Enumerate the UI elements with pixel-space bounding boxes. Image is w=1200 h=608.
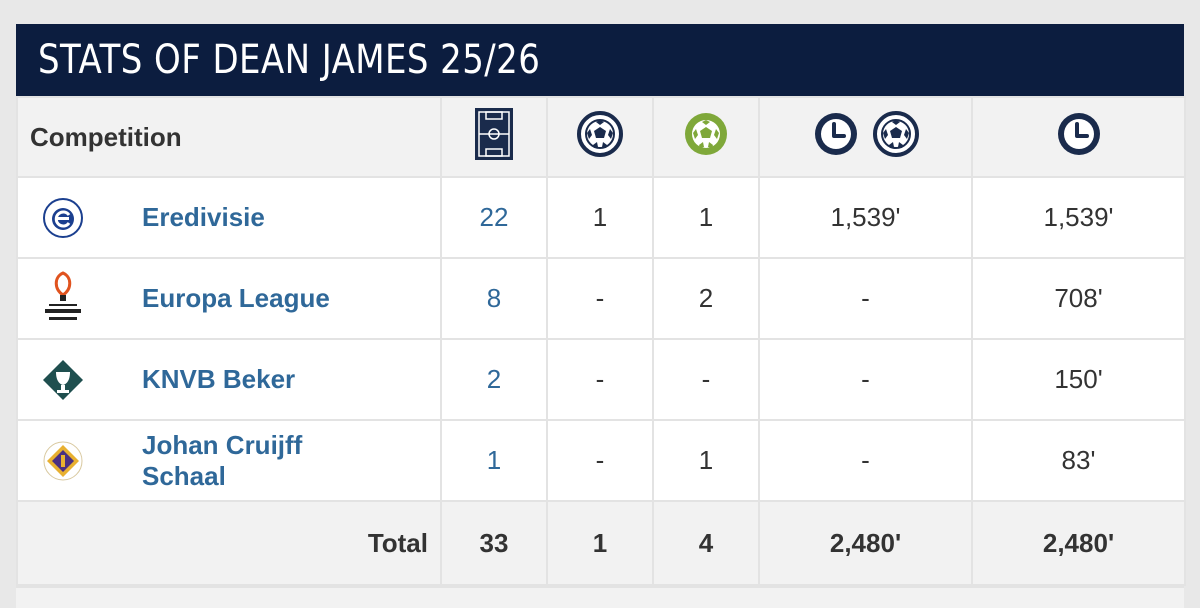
minutes-per-goal-cell: 1,539' [758,176,973,259]
assists-cell: - [652,338,760,421]
appearances-column-header [440,96,548,178]
total-assists: 4 [652,500,760,586]
minutes-cell: 708' [971,257,1186,340]
table-row: Eredivisie 22 1 1 1,539' 1,539' [16,176,1186,259]
total-goals: 1 [546,500,654,586]
competition-link[interactable]: KNVB Beker [142,364,296,394]
minutes-cell: 1,539' [971,176,1186,259]
ball-icon [577,110,623,157]
competition-link[interactable]: Europa League [142,283,330,313]
table-header-row: Competition [16,96,1186,178]
ball-icon [872,110,919,157]
stats-panel: STATS OF DEAN JAMES 25/26 Competition [16,24,1186,608]
appearances-cell[interactable]: 1 [440,419,548,502]
goals-cell: - [546,419,654,502]
stats-table: Competition [16,96,1186,586]
clock-icon [1057,112,1100,155]
minutes-column-header [971,96,1186,178]
pitch-icon [475,107,513,160]
knvb-beker-logo [43,359,83,400]
goals-cell: 1 [546,176,654,259]
total-row: Total 33 1 4 2,480' 2,480' [16,500,1186,586]
assists-cell: 1 [652,419,760,502]
goals-column-header [546,96,654,178]
minutes-per-goal-cell: - [758,419,973,502]
goals-cell: - [546,257,654,340]
minutes-per-goal-cell: - [758,338,973,421]
goals-cell: - [546,338,654,421]
total-appearances: 33 [440,500,548,586]
competition-link[interactable]: Eredivisie [142,202,265,232]
minutes-cell: 83' [971,419,1186,502]
panel-header: STATS OF DEAN JAMES 25/26 [16,24,1184,96]
competition-link[interactable]: Johan Cruijff Schaal [142,429,303,491]
minutes-per-goal-column-header [758,96,973,178]
appearances-cell[interactable]: 2 [440,338,548,421]
clock-icon [814,112,857,155]
assists-column-header [652,96,760,178]
total-minutes-per-goal: 2,480' [758,500,973,586]
table-row: KNVB Beker 2 - - - 150' [16,338,1186,421]
europa-league-logo [45,270,81,320]
total-label: Total [16,500,442,586]
eredivisie-logo [43,197,83,238]
appearances-cell[interactable]: 22 [440,176,548,259]
johan-cruijff-schaal-logo [43,441,83,480]
bottom-strip [16,586,1184,608]
competition-cell: Johan Cruijff Schaal [16,419,442,502]
page-title: STATS OF DEAN JAMES 25/26 [38,37,541,83]
minutes-per-goal-cell: - [758,257,973,340]
competition-column-header: Competition [16,96,442,178]
green-ball-icon [685,112,727,155]
table-row: Johan Cruijff Schaal 1 - 1 - 83' [16,419,1186,502]
table-row: Europa League 8 - 2 - 708' [16,257,1186,340]
assists-cell: 1 [652,176,760,259]
minutes-cell: 150' [971,338,1186,421]
appearances-cell[interactable]: 8 [440,257,548,340]
assists-cell: 2 [652,257,760,340]
competition-cell: Eredivisie [16,176,442,259]
total-minutes: 2,480' [971,500,1186,586]
competition-cell: KNVB Beker [16,338,442,421]
competition-cell: Europa League [16,257,442,340]
